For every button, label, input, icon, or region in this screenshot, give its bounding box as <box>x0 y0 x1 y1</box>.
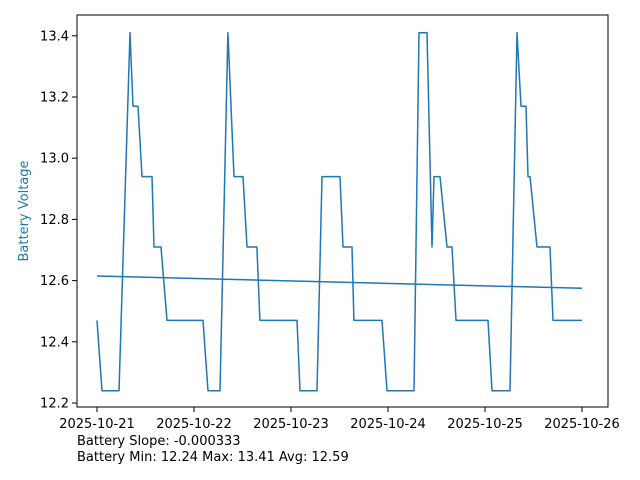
ticks-group: 12.2 12.4 12.6 12.8 13.0 13.2 13.4 2025-10-21 20… <box>40 29 620 432</box>
y-axis-label: Battery Voltage <box>17 160 32 261</box>
axes-group <box>76 14 609 408</box>
y-tick-label: 13.4 <box>40 29 69 44</box>
y-tick-label: 12.8 <box>40 213 69 228</box>
y-tick-label: 13.0 <box>40 152 69 167</box>
y-tick-label: 13.2 <box>40 91 69 106</box>
x-tick-label: 2025-10-24 <box>350 417 426 432</box>
annotation-slope-line: Battery Slope: -0.000333 <box>77 434 241 449</box>
plot-spines <box>76 14 609 408</box>
annotation-minmax-line: Battery Min: 12.24 Max: 13.41 Avg: 12.59 <box>77 450 349 465</box>
y-tick-label: 12.6 <box>40 274 69 289</box>
x-tick-label: 2025-10-22 <box>156 417 232 432</box>
x-tick-label: 2025-10-26 <box>544 417 620 432</box>
battery-voltage-line <box>96 31 582 392</box>
x-tick-label: 2025-10-23 <box>253 417 329 432</box>
chart-annotation: Battery Slope: -0.000333 Battery Min: 12… <box>77 434 349 466</box>
series-group <box>96 31 583 392</box>
x-tick-label: 2025-10-25 <box>447 417 523 432</box>
battery-trend-line <box>96 275 583 290</box>
x-tick-label: 2025-10-21 <box>59 417 135 432</box>
y-tick-label: 12.2 <box>40 397 69 412</box>
y-tick-label: 12.4 <box>40 335 69 350</box>
